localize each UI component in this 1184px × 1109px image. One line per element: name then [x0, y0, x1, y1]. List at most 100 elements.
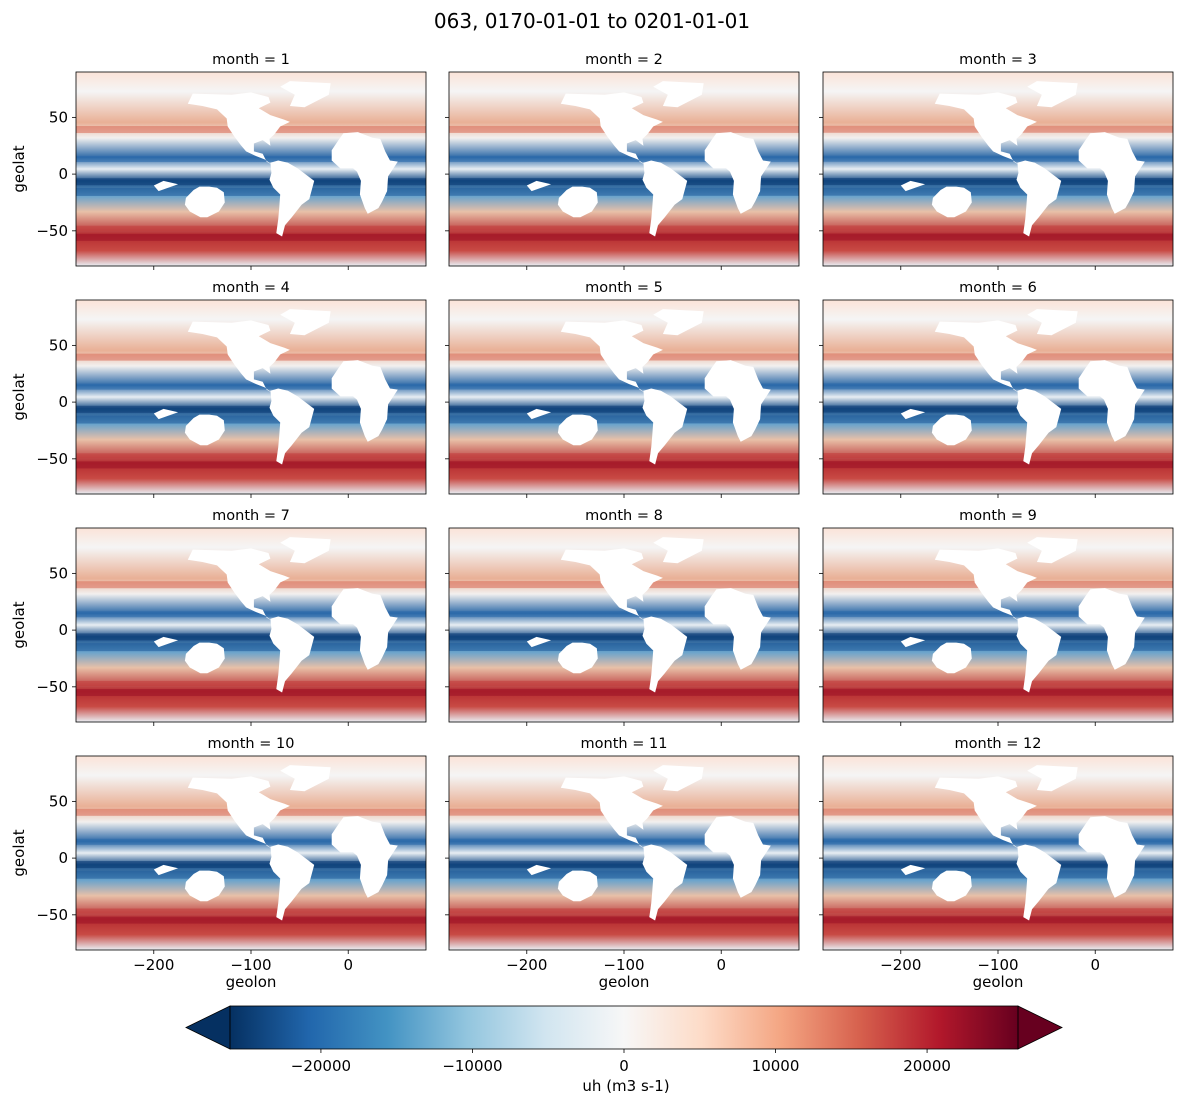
y-tick-label: −50	[36, 222, 68, 240]
land-mask	[331, 360, 398, 442]
y-tick-label: 50	[49, 564, 68, 582]
land-mask	[153, 864, 179, 876]
panel-title: month = 1	[212, 52, 290, 68]
current-band	[449, 383, 799, 390]
x-axis-label: geolon	[973, 973, 1024, 991]
colorbar-tick-label: −20000	[291, 1057, 351, 1075]
land-mask	[931, 642, 972, 674]
land-mask	[269, 160, 315, 237]
y-tick-label: 50	[49, 792, 68, 810]
current-band	[823, 870, 1173, 879]
colorbar-extend-low	[185, 1005, 231, 1050]
current-band	[449, 611, 799, 618]
current-band	[449, 642, 799, 651]
land-mask	[280, 537, 331, 564]
land-mask	[560, 548, 663, 621]
land-mask	[526, 636, 552, 648]
current-band	[76, 415, 426, 424]
current-band	[76, 611, 426, 618]
land-mask	[557, 642, 598, 674]
land-mask	[280, 309, 331, 336]
land-mask	[1016, 616, 1062, 693]
x-tick-label: 0	[716, 956, 726, 974]
land-mask	[704, 816, 771, 898]
current-band	[76, 680, 426, 686]
current-band	[449, 908, 799, 914]
y-axis-label: geolat	[10, 145, 28, 192]
current-band	[76, 383, 426, 390]
x-axis-label: geolon	[599, 973, 650, 991]
current-band	[76, 225, 426, 231]
land-mask	[280, 81, 331, 108]
map-panel: month = 10 50 0 −50 geolat −200 −100 0 geolon	[10, 736, 427, 991]
land-mask	[153, 408, 179, 420]
y-tick-label: 0	[58, 621, 68, 639]
panel-title: month = 2	[585, 52, 663, 68]
current-band	[823, 187, 1173, 196]
y-axis-label: geolat	[10, 601, 28, 648]
current-band	[76, 643, 426, 652]
current-band	[449, 461, 799, 469]
land-mask	[1016, 160, 1062, 237]
y-tick-label: 0	[58, 165, 68, 183]
land-mask	[560, 776, 663, 849]
map-panel: month = 12 −200 −100 0 geolon	[819, 736, 1174, 991]
current-band	[823, 155, 1173, 162]
current-band	[76, 838, 426, 845]
land-mask	[704, 360, 771, 442]
land-mask	[526, 408, 552, 420]
land-mask	[1027, 537, 1078, 564]
current-band	[823, 860, 1173, 868]
current-band	[823, 610, 1173, 617]
land-mask	[187, 776, 290, 849]
panel-title: month = 6	[959, 280, 1037, 296]
map-panel: month = 4 50 0 −50 geolat	[10, 280, 427, 498]
current-band	[76, 178, 426, 186]
land-mask	[931, 186, 972, 218]
land-mask	[331, 588, 398, 670]
current-band	[449, 633, 799, 641]
current-band	[449, 680, 799, 686]
land-mask	[653, 537, 704, 564]
current-band	[449, 870, 799, 879]
current-band	[823, 177, 1173, 185]
land-mask	[934, 320, 1037, 393]
panel-title: month = 10	[208, 736, 295, 752]
land-mask	[931, 414, 972, 446]
current-band	[449, 415, 799, 424]
current-band	[823, 642, 1173, 651]
current-band	[449, 178, 799, 186]
uh-field	[823, 72, 1173, 266]
current-band	[823, 633, 1173, 641]
land-mask	[653, 81, 704, 108]
current-band	[449, 916, 799, 924]
land-mask	[1016, 388, 1062, 465]
land-mask	[269, 844, 315, 921]
land-mask	[704, 588, 771, 670]
land-mask	[557, 186, 598, 218]
uh-field	[76, 300, 426, 494]
uh-field	[449, 756, 799, 950]
current-band	[76, 633, 426, 641]
x-tick-label: −100	[603, 956, 644, 974]
current-band	[76, 156, 426, 163]
land-mask	[153, 180, 179, 192]
y-tick-label: 0	[58, 393, 68, 411]
colorbar-gradient	[230, 1006, 1018, 1049]
uh-field	[449, 72, 799, 266]
panel-title: month = 4	[212, 280, 290, 296]
y-tick-label: −50	[36, 450, 68, 468]
land-mask	[900, 636, 926, 648]
land-mask	[1016, 844, 1062, 921]
map-panel: month = 6	[819, 280, 1174, 498]
current-band	[76, 908, 426, 914]
land-mask	[931, 870, 972, 902]
map-panel: month = 9	[819, 508, 1174, 726]
land-mask	[642, 616, 688, 693]
y-axis-label: geolat	[10, 829, 28, 876]
current-band	[76, 233, 426, 241]
current-band	[449, 838, 799, 845]
current-band	[823, 838, 1173, 845]
current-band	[823, 225, 1173, 231]
